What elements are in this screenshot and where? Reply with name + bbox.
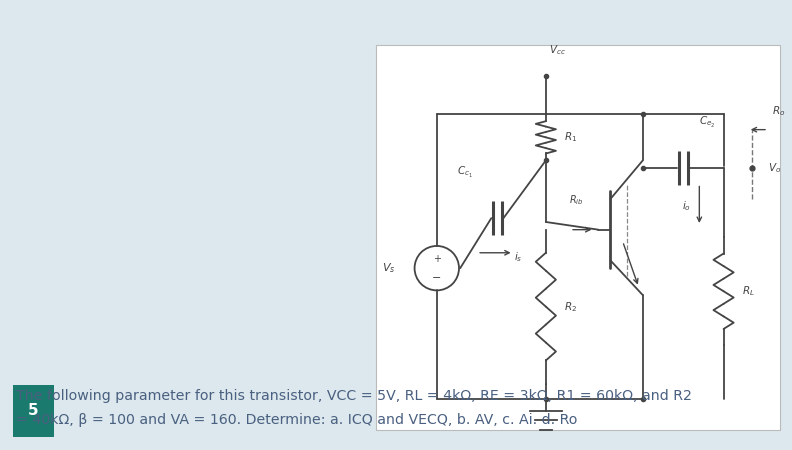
Text: $R_o$: $R_o$ — [772, 104, 786, 118]
Text: = 40kΩ, β = 100 and VA = 160. Determine: a. ICQ and VECQ, b. AV, c. Ai. d. Ro: = 40kΩ, β = 100 and VA = 160. Determine:… — [16, 413, 577, 427]
Text: $V_o$: $V_o$ — [768, 161, 781, 175]
Text: $i_s$: $i_s$ — [513, 250, 522, 264]
Text: $V_{cc}$: $V_{cc}$ — [550, 43, 566, 57]
Text: 5: 5 — [28, 403, 39, 418]
Text: +: + — [432, 253, 441, 264]
Text: $i_o$: $i_o$ — [682, 200, 691, 213]
Text: −: − — [432, 273, 441, 283]
Text: $V_s$: $V_s$ — [382, 261, 395, 275]
Text: $R_L$: $R_L$ — [742, 284, 755, 298]
Text: $R_1$: $R_1$ — [564, 130, 577, 144]
Text: $R_2$: $R_2$ — [564, 300, 577, 314]
FancyBboxPatch shape — [376, 45, 780, 430]
Text: $C_{e_2}$: $C_{e_2}$ — [699, 115, 716, 130]
Text: $R_{ib}$: $R_{ib}$ — [569, 193, 584, 207]
Text: The following parameter for this transistor, VCC = 5V, RL = 4kΩ, RE = 3kΩ, R1 = : The following parameter for this transis… — [16, 389, 692, 403]
Text: $C_{c_1}$: $C_{c_1}$ — [457, 165, 473, 180]
FancyBboxPatch shape — [13, 385, 54, 436]
